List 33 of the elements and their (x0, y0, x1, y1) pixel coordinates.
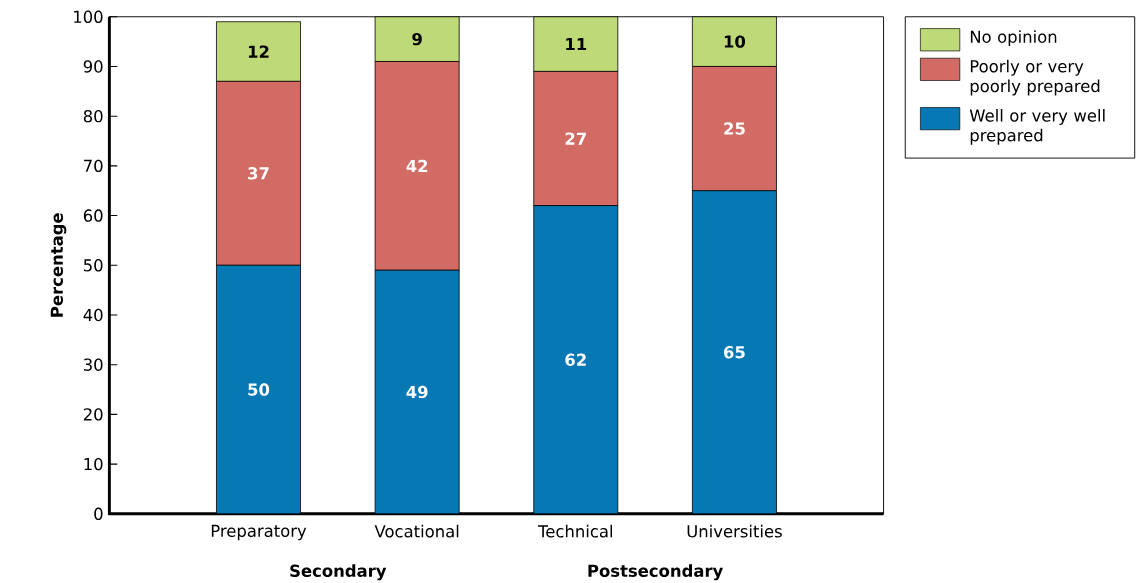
data-label: 12 (248, 45, 269, 58)
data-label: 65 (724, 346, 745, 359)
data-label: 62 (565, 353, 586, 367)
x-tick-label: Technical (538, 524, 613, 538)
legend-label: Poorly or very poorly prepared (970, 59, 1100, 96)
y-tick-label: 40 (83, 308, 103, 322)
data-label: 10 (724, 35, 746, 48)
y-tick-label: 80 (83, 110, 103, 123)
y-tick-label: 30 (83, 358, 103, 371)
data-label: 42 (406, 159, 428, 173)
x-tick-label: Vocational (374, 524, 459, 538)
x-tick-label: Preparatory (211, 524, 307, 541)
data-label: 27 (565, 132, 586, 145)
x-tick-label: Universities (687, 524, 782, 538)
data-label: 50 (248, 383, 270, 396)
y-axis-title: Percentage (50, 213, 67, 317)
legend-label: Well or very well prepared (969, 109, 1105, 145)
data-label: 9 (412, 32, 422, 46)
y-tick-label: 10 (84, 457, 103, 471)
text: Secondary (290, 564, 387, 581)
data-label: 49 (406, 385, 428, 399)
y-tick-label: 90 (83, 60, 103, 73)
y-tick-label: 60 (83, 209, 103, 222)
text: Postsecondary (588, 564, 723, 581)
data-label: 11 (566, 38, 587, 51)
y-tick-label: 100 (74, 10, 103, 24)
y-tick-label: 70 (84, 159, 103, 173)
data-label: 25 (724, 122, 745, 135)
data-label: 37 (248, 167, 269, 180)
y-tick-label: 50 (83, 259, 103, 272)
legend-label: No opinion (970, 30, 1057, 47)
y-tick-label: 0 (94, 507, 103, 521)
y-tick-label: 20 (83, 408, 103, 421)
